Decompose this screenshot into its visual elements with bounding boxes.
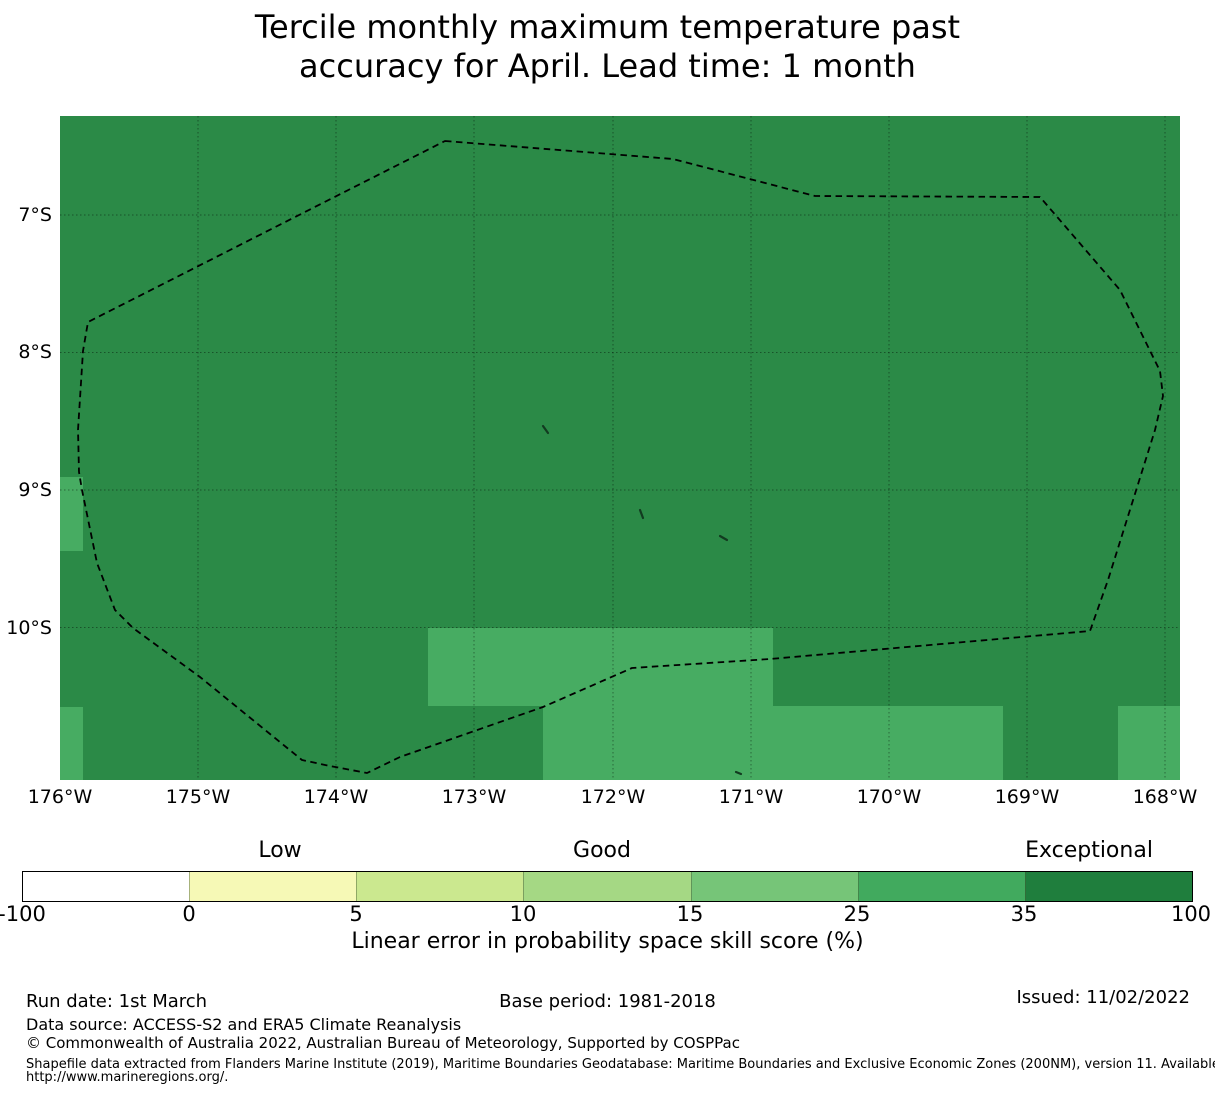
run-date-text: Run date: 1st March xyxy=(26,991,208,1012)
map-plot-area xyxy=(60,116,1180,780)
x-tick-label: 176°W xyxy=(27,786,93,808)
y-tick-label: 8°S xyxy=(18,341,52,363)
y-tick-label: 9°S xyxy=(18,479,52,501)
x-tick-label: 168°W xyxy=(1132,786,1198,808)
colorbar-tick-label: 0 xyxy=(182,902,196,926)
colorbar xyxy=(22,871,1193,902)
base-period-text: Base period: 1981-2018 xyxy=(499,991,716,1012)
shapefile-attribution-line1: Shapefile data extracted from Flanders M… xyxy=(26,1057,1215,1072)
colorbar-segment xyxy=(356,872,524,901)
colorbar-segment xyxy=(23,872,190,901)
skill-score-patch xyxy=(1118,706,1180,780)
colorbar-segment xyxy=(523,872,691,901)
colorbar-segment xyxy=(189,872,357,901)
skill-score-patch xyxy=(60,477,83,551)
data-source-text: Data source: ACCESS-S2 and ERA5 Climate … xyxy=(26,1015,462,1034)
x-tick-label: 174°W xyxy=(303,786,369,808)
colorbar-tick-label: 25 xyxy=(843,902,871,926)
colorbar-segment xyxy=(1024,872,1192,901)
copyright-text: © Commonwealth of Australia 2022, Austra… xyxy=(26,1034,740,1052)
island-mark xyxy=(541,424,550,435)
colorbar-category-label: Exceptional xyxy=(1025,838,1153,863)
colorbar-segment xyxy=(857,872,1025,901)
eez-boundary-outline xyxy=(77,140,1164,774)
x-tick-label: 171°W xyxy=(718,786,784,808)
chart-title-line1: Tercile monthly maximum temperature past xyxy=(254,8,961,46)
chart-title-line2: accuracy for April. Lead time: 1 month xyxy=(299,47,916,85)
colorbar-tick-label: 100 xyxy=(1170,902,1212,926)
colorbar-tick-label: 10 xyxy=(509,902,537,926)
colorbar-tick-label: 35 xyxy=(1010,902,1038,926)
island-mark xyxy=(718,534,729,542)
x-tick-label: 175°W xyxy=(165,786,231,808)
skill-score-patch xyxy=(60,707,83,780)
island-mark xyxy=(638,508,645,520)
colorbar-category-label: Good xyxy=(573,838,631,863)
colorbar-tick-label: 5 xyxy=(349,902,363,926)
map-svg xyxy=(60,116,1180,780)
colorbar-category-label: Low xyxy=(258,838,302,863)
skill-score-patch xyxy=(543,706,1003,780)
chart-title: Tercile monthly maximum temperature past… xyxy=(0,8,1215,86)
island-mark xyxy=(734,770,743,776)
x-tick-label: 173°W xyxy=(441,786,507,808)
x-tick-label: 172°W xyxy=(580,786,646,808)
issued-date-text: Issued: 11/02/2022 xyxy=(1016,987,1190,1008)
skill-score-patch xyxy=(428,628,773,706)
x-tick-label: 169°W xyxy=(994,786,1060,808)
x-tick-label: 170°W xyxy=(856,786,922,808)
colorbar-axis-label: Linear error in probability space skill … xyxy=(351,929,864,954)
shapefile-attribution-line2: http://www.marineregions.org/. xyxy=(26,1070,229,1085)
colorbar-segment xyxy=(690,872,858,901)
y-tick-label: 7°S xyxy=(18,204,52,226)
y-tick-label: 10°S xyxy=(6,617,52,639)
colorbar-tick-label: -100 xyxy=(0,902,46,926)
colorbar-tick-label: 15 xyxy=(676,902,704,926)
